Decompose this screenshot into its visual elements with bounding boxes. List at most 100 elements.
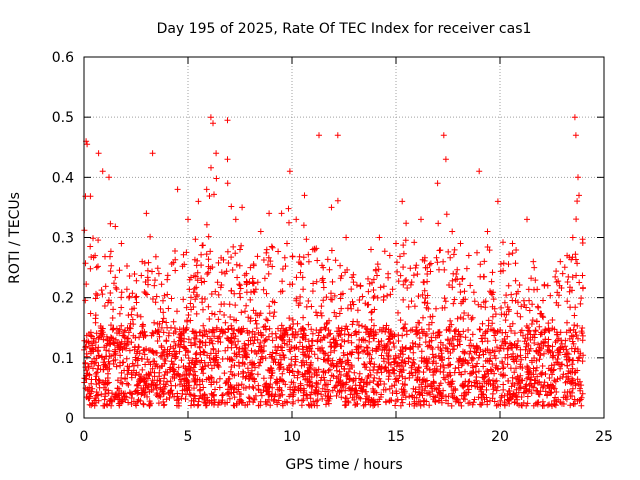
data-point [284, 240, 290, 247]
data-point [206, 339, 213, 346]
data-point [423, 331, 430, 337]
x-axis-label: GPS time / hours [285, 457, 402, 473]
data-point [400, 250, 407, 257]
data-point [500, 267, 507, 274]
data-point [121, 328, 127, 335]
data-point [123, 286, 130, 293]
data-point [190, 289, 197, 296]
data-point [349, 385, 356, 392]
data-point [112, 274, 119, 281]
data-point [291, 372, 298, 379]
data-point [560, 346, 567, 353]
data-point [272, 344, 279, 350]
data-point [337, 262, 344, 269]
data-point [252, 364, 258, 371]
data-point [191, 285, 198, 292]
data-point [452, 365, 459, 372]
data-point [93, 392, 100, 399]
data-point [110, 357, 117, 364]
data-point [144, 267, 151, 274]
data-point [409, 392, 415, 399]
data-point [320, 356, 327, 363]
data-point [161, 375, 167, 382]
data-point [391, 367, 398, 374]
data-point [362, 300, 369, 307]
data-point [455, 399, 462, 406]
data-point [473, 374, 480, 380]
data-point [363, 364, 370, 371]
data-point [492, 311, 499, 318]
data-point [460, 296, 467, 303]
data-point [532, 327, 539, 334]
data-point [338, 291, 344, 298]
data-point [235, 327, 242, 334]
data-point [198, 251, 205, 258]
data-point [127, 325, 134, 332]
data-point [526, 382, 533, 389]
data-point [397, 368, 403, 375]
data-point [576, 279, 583, 286]
data-point [170, 330, 177, 337]
data-point [164, 324, 171, 331]
data-point [265, 261, 271, 268]
data-point [265, 254, 272, 261]
data-point [129, 360, 136, 367]
data-point [385, 336, 392, 343]
data-point [336, 368, 343, 375]
data-point [117, 352, 124, 359]
data-point [570, 333, 577, 340]
data-point [297, 387, 304, 394]
data-point [100, 366, 107, 373]
data-point [198, 279, 205, 286]
data-point [407, 265, 414, 272]
data-point [231, 394, 238, 401]
data-point [329, 387, 336, 394]
data-point [187, 317, 194, 324]
data-point [176, 326, 183, 333]
data-point [133, 382, 140, 389]
data-point [402, 394, 409, 401]
data-point [325, 400, 332, 407]
data-point [575, 335, 581, 342]
data-point [573, 272, 580, 279]
data-point [217, 339, 224, 346]
data-point [291, 345, 298, 352]
data-point [266, 210, 273, 217]
data-point [566, 335, 573, 342]
data-point [261, 343, 267, 349]
data-point [506, 397, 513, 403]
data-point [515, 288, 521, 295]
data-point [565, 351, 572, 358]
data-point [537, 388, 544, 395]
data-point [542, 326, 549, 333]
data-point [125, 335, 132, 342]
data-point [579, 272, 586, 279]
data-point [139, 329, 145, 336]
data-point [284, 366, 291, 373]
data-point [152, 299, 159, 306]
data-point [571, 114, 578, 121]
data-point [196, 381, 203, 388]
data-point [505, 282, 512, 289]
data-point [309, 246, 316, 253]
data-point [577, 387, 584, 394]
data-point [452, 398, 459, 405]
data-point [564, 389, 571, 395]
data-point [560, 394, 567, 401]
data-point [406, 370, 413, 377]
data-point [336, 310, 343, 317]
data-point [408, 279, 415, 286]
data-point [139, 323, 146, 330]
data-point [155, 400, 162, 407]
data-point [152, 349, 159, 356]
data-point [533, 348, 540, 355]
data-point [238, 309, 245, 316]
data-point [533, 364, 540, 371]
data-point [118, 304, 125, 311]
data-point [507, 365, 514, 372]
data-point [183, 380, 190, 387]
data-point [508, 342, 515, 349]
data-point [397, 402, 404, 409]
data-point [483, 386, 490, 393]
data-point [185, 363, 192, 370]
